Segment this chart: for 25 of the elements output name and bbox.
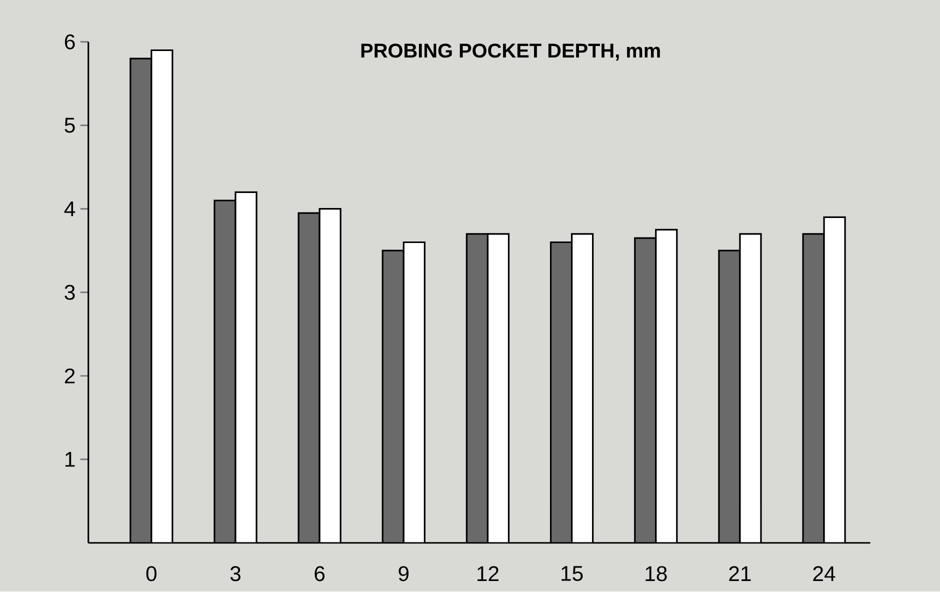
x-tick-label: 24: [813, 566, 836, 582]
bar: [320, 209, 341, 544]
bar: [572, 234, 593, 544]
bar: [740, 234, 761, 544]
x-tick-label: 6: [314, 566, 325, 582]
x-tick-label: 21: [729, 566, 751, 582]
y-tick-label: 3: [64, 284, 75, 300]
y-tick-label: 4: [64, 202, 76, 216]
y-tick-label: 5: [64, 118, 75, 133]
bar: [404, 242, 425, 544]
bar: [488, 234, 509, 544]
x-tick-label: 12: [478, 566, 498, 582]
bar: [235, 192, 257, 544]
y-tick-label: 6: [64, 34, 75, 50]
bar: [656, 230, 677, 544]
y-tick-label: 1: [66, 452, 75, 467]
bar: [151, 50, 172, 544]
x-tick-label: 18: [646, 566, 667, 582]
bar: [823, 216, 846, 544]
x-tick-label: 15: [562, 566, 583, 582]
x-tick-label: 9: [398, 566, 409, 582]
x-tick-label: 3: [230, 566, 240, 582]
y-tick-label: 2: [64, 368, 75, 384]
chart-title: PROBING POCKET DEPTH, mm: [361, 44, 660, 61]
x-tick-label: 0: [146, 566, 156, 582]
